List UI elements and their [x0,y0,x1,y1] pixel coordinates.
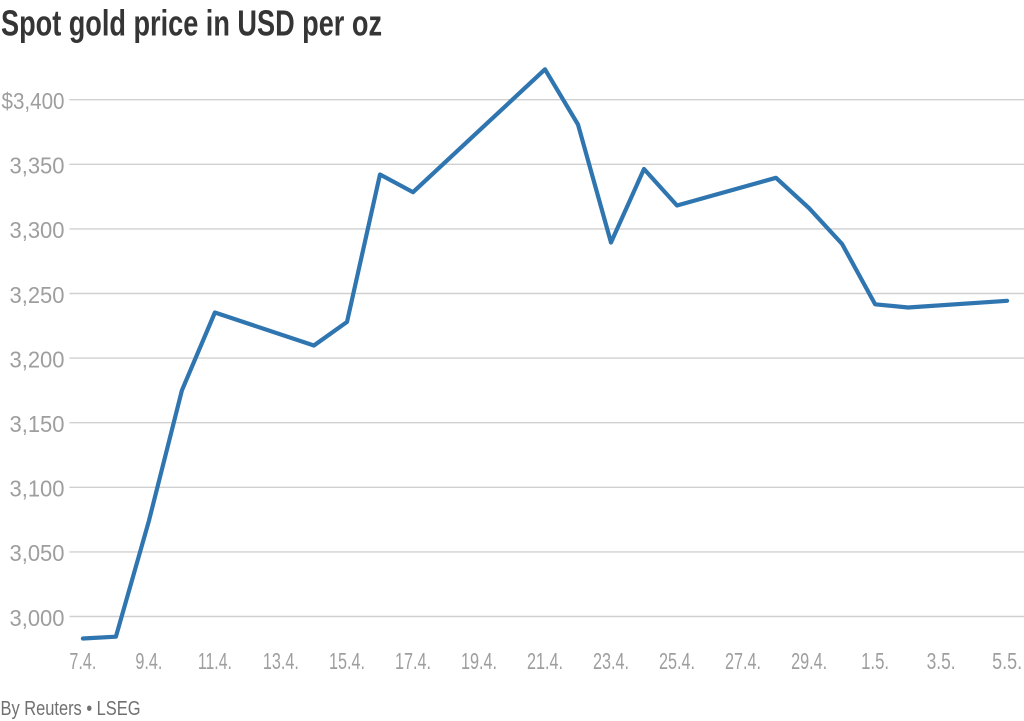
svg-text:3,200: 3,200 [10,346,65,372]
svg-text:3,250: 3,250 [10,282,65,308]
svg-text:21.4.: 21.4. [527,648,563,674]
svg-text:3,050: 3,050 [10,540,65,566]
svg-text:19.4.: 19.4. [461,648,497,674]
svg-text:1.5.: 1.5. [861,648,889,674]
svg-text:5.5.: 5.5. [992,648,1022,674]
svg-text:3,150: 3,150 [10,411,65,437]
svg-text:By Reuters • LSEG: By Reuters • LSEG [1,698,141,720]
svg-text:13.4.: 13.4. [263,648,299,674]
svg-text:3.5.: 3.5. [927,648,956,674]
svg-text:25.4.: 25.4. [659,648,695,674]
svg-text:23.4.: 23.4. [593,648,629,674]
svg-text:3,350: 3,350 [10,153,65,179]
svg-text:17.4.: 17.4. [395,648,431,674]
svg-text:7.4.: 7.4. [69,648,96,674]
svg-text:3,100: 3,100 [10,476,65,502]
svg-text:9.4.: 9.4. [135,648,162,674]
svg-text:3,300: 3,300 [10,217,65,243]
svg-text:15.4.: 15.4. [329,648,365,674]
svg-text:Spot gold price in USD per oz: Spot gold price in USD per oz [1,3,382,44]
svg-text:29.4.: 29.4. [791,648,827,674]
svg-text:3,000: 3,000 [10,605,65,631]
svg-text:$3,400: $3,400 [2,88,65,114]
svg-text:27.4.: 27.4. [725,648,761,674]
svg-text:11.4.: 11.4. [198,648,232,674]
